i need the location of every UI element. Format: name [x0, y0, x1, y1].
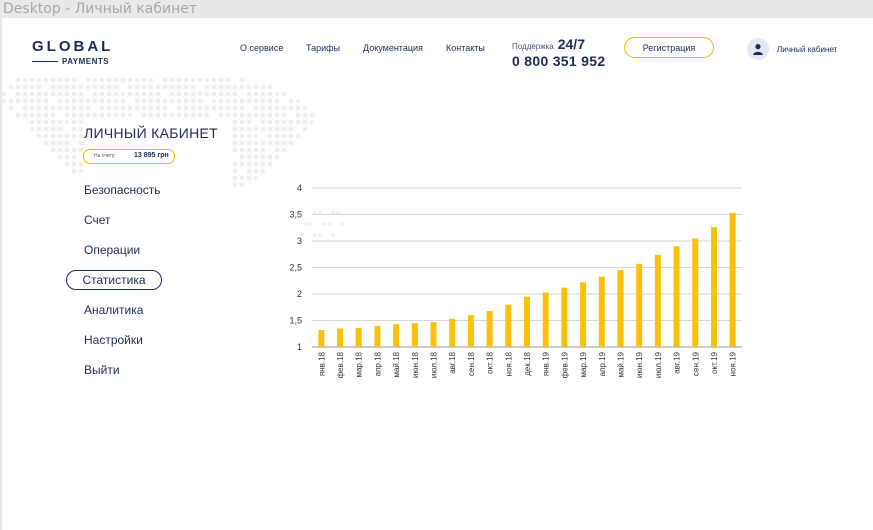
support-phone[interactable]: 0 800 351 952	[512, 53, 606, 69]
statistics-chart: 1 1,5 2 2,5 3 3,5 4 янв.18 фев.18 мар.18 апр.18 май…	[289, 183, 742, 378]
balance-label: На счету:	[94, 153, 116, 159]
nav-about[interactable]: О сервисе	[240, 43, 284, 53]
x-tick-label: мар.19	[579, 351, 588, 377]
x-tick-label: янв.18	[317, 351, 326, 376]
x-tick-label: июн.18	[411, 351, 420, 378]
bar	[449, 318, 456, 347]
logo-top: GLOBAL	[32, 38, 114, 55]
bar	[505, 304, 512, 347]
y-tick-label: 3	[297, 236, 302, 246]
bar	[355, 327, 362, 347]
bar	[598, 276, 605, 347]
support-hours: 24/7	[557, 36, 585, 52]
x-tick-label: фев.19	[560, 351, 569, 378]
y-tick-label: 3,5	[289, 210, 302, 220]
bar	[710, 227, 717, 347]
personal-cabinet-label: Личный кабинет	[777, 44, 838, 54]
page-title: ЛИЧНЫЙ КАБИНЕТ	[84, 125, 218, 141]
y-tick-label: 2,5	[289, 263, 302, 273]
x-tick-label: мар.18	[355, 351, 364, 377]
user-icon	[753, 44, 763, 55]
x-tick-label: июл.18	[430, 351, 439, 378]
window-title: Desktop - Личный кабинет	[3, 1, 198, 17]
bar	[617, 270, 624, 347]
y-tick-label: 4	[297, 183, 302, 193]
bar	[393, 324, 400, 347]
support-label: Поддержка	[512, 42, 554, 51]
balance-badge: На счету: 13 895 грн	[83, 149, 175, 164]
user-avatar	[747, 38, 769, 60]
nav-docs[interactable]: Документация	[363, 43, 423, 53]
support-block: Поддержка 24/7 0 800 351 952	[512, 36, 605, 69]
bar	[524, 296, 530, 347]
x-tick-label: окт.19	[710, 351, 719, 373]
x-tick-label: ноя.18	[504, 351, 513, 376]
menu-logout[interactable]: Выйти	[84, 363, 120, 377]
bar	[486, 310, 493, 347]
bar	[374, 325, 381, 347]
bar	[337, 328, 344, 347]
register-button[interactable]: Регистрация	[624, 37, 714, 58]
logo[interactable]: GLOBAL PAYMENTS	[32, 38, 114, 66]
bar	[636, 263, 643, 347]
bar	[729, 212, 736, 347]
y-tick-label: 1,5	[289, 316, 302, 326]
bar	[692, 238, 699, 347]
x-tick-label: авг.19	[673, 351, 682, 373]
bar	[318, 330, 325, 347]
bar	[467, 315, 474, 347]
menu-analytics[interactable]: Аналитика	[84, 303, 144, 317]
x-tick-label: фев.18	[336, 351, 345, 378]
bar	[654, 254, 661, 347]
menu-security[interactable]: Безопасность	[84, 183, 161, 197]
x-tick-label: ноя.19	[729, 351, 738, 376]
x-tick-label: май.19	[616, 351, 625, 377]
bar	[542, 292, 549, 347]
logo-line	[32, 61, 58, 62]
x-tick-label: сен.19	[691, 351, 700, 376]
menu-account[interactable]: Счет	[84, 213, 111, 227]
logo-bottom: PAYMENTS	[62, 57, 110, 66]
bar	[430, 322, 437, 347]
page: GLOBAL PAYMENTS О сервисе Тарифы Докумен…	[2, 18, 873, 530]
bar	[580, 282, 587, 347]
balance-value: 13 895 грн	[134, 152, 169, 159]
x-tick-label: июн.19	[635, 351, 644, 378]
nav-tariffs[interactable]: Тарифы	[306, 43, 341, 53]
nav-contacts[interactable]: Контакты	[446, 43, 485, 53]
personal-cabinet-link[interactable]: Личный кабинет	[747, 38, 837, 60]
bar	[673, 246, 680, 347]
world-map-dots	[2, 77, 344, 237]
y-tick-label: 1	[297, 342, 302, 352]
x-tick-label: янв.19	[542, 351, 551, 376]
x-tick-label: сен.18	[467, 351, 476, 376]
x-tick-label: апр.19	[598, 351, 607, 376]
menu-statistics[interactable]: Статистика	[66, 270, 162, 290]
menu-settings[interactable]: Настройки	[84, 333, 143, 347]
bar	[561, 287, 568, 347]
x-tick-label: авг.18	[448, 351, 457, 373]
x-tick-label: дек.18	[523, 351, 532, 375]
x-tick-label: май.18	[392, 351, 401, 377]
menu-operations[interactable]: Операции	[84, 243, 141, 257]
x-tick-label: апр.18	[373, 351, 382, 376]
x-tick-label: окт.18	[486, 351, 495, 373]
y-tick-label: 2	[297, 289, 302, 299]
bar	[411, 323, 418, 347]
x-tick-label: июл.19	[654, 351, 663, 378]
